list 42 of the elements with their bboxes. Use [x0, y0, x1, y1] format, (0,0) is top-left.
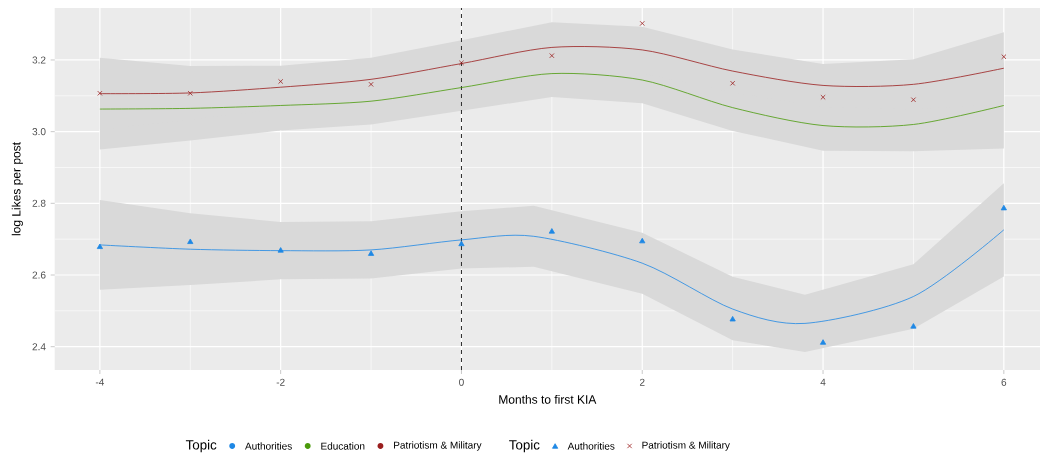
- legend-label: Authorities: [567, 442, 615, 450]
- point: [820, 94, 826, 100]
- x-tick-label: 4: [820, 378, 826, 386]
- point: [458, 60, 465, 66]
- point: [819, 339, 827, 345]
- y-tick-label: 2.6: [32, 271, 46, 279]
- legend-title: Topic: [185, 439, 217, 453]
- legend-label: Patriotism & Military: [394, 441, 482, 451]
- point: [368, 81, 374, 87]
- point: [458, 240, 465, 247]
- x-tick-label: 6: [1001, 378, 1007, 386]
- point: [278, 78, 284, 85]
- y-axis-title: log Likes per post: [11, 142, 23, 236]
- legend-label: Authorities: [245, 442, 292, 450]
- point: [1001, 54, 1007, 60]
- legend-label: Patriotism & Military: [642, 441, 730, 451]
- y-tick-label: 2.4: [32, 343, 46, 351]
- point: [368, 250, 375, 256]
- x-tick-label: 0: [459, 378, 464, 386]
- point: [910, 97, 916, 103]
- y-tick-label: 2.8: [32, 199, 46, 207]
- point: [639, 237, 646, 244]
- text: Topic: [509, 439, 540, 453]
- point: [730, 80, 736, 86]
- point: [548, 228, 555, 234]
- point: [549, 53, 555, 59]
- x-axis-title: Months to first KIA: [499, 394, 597, 404]
- point: [729, 315, 736, 322]
- point: [187, 238, 194, 244]
- point: [277, 247, 284, 253]
- point: [1000, 204, 1007, 211]
- point: [187, 90, 193, 96]
- point: [97, 90, 103, 96]
- point: [639, 20, 645, 26]
- x-tick-label: 2: [639, 378, 645, 386]
- x-tick-label: -4: [95, 378, 105, 386]
- point: [96, 243, 103, 249]
- y-tick-label: 3.2: [32, 56, 46, 64]
- y-tick-label: 3.0: [32, 128, 46, 136]
- legend-label: Education: [321, 442, 365, 450]
- point: [910, 323, 917, 329]
- x-tick-label: -2: [276, 378, 285, 386]
